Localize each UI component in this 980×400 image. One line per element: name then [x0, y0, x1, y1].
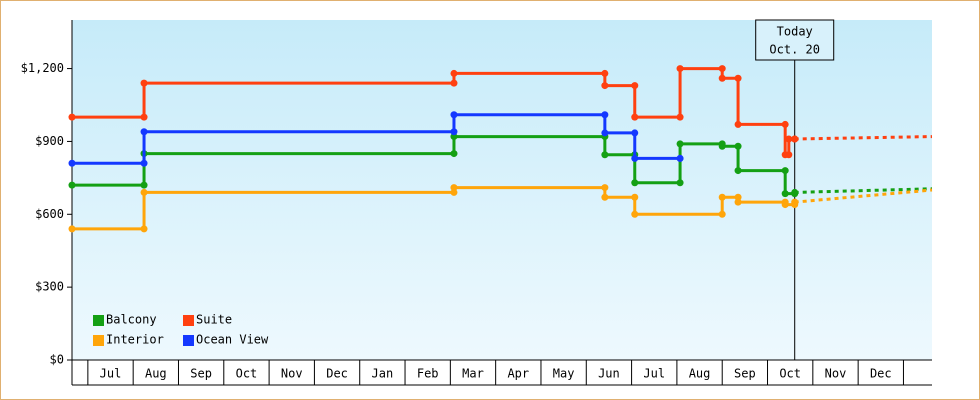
point	[734, 120, 742, 128]
point	[601, 193, 609, 201]
step-corner	[718, 210, 726, 218]
step-corner	[450, 79, 458, 87]
step-corner	[450, 128, 458, 136]
x-tick-label: Mar	[462, 367, 484, 381]
x-tick-label: Oct	[779, 367, 801, 381]
x-tick-label: Sep	[734, 367, 756, 381]
x-tick-label: Feb	[417, 367, 439, 381]
step-corner	[631, 82, 639, 90]
step-corner	[781, 167, 789, 175]
today-box	[755, 19, 835, 61]
point	[631, 210, 639, 218]
legend-swatch	[93, 315, 104, 326]
step-corner	[734, 142, 742, 150]
legend-label: Balcony	[106, 313, 157, 327]
x-tick-label: Dec	[870, 367, 892, 381]
step-corner	[601, 111, 609, 119]
point	[631, 179, 639, 187]
step-corner	[631, 129, 639, 137]
step-corner	[718, 65, 726, 73]
step-corner	[781, 120, 789, 128]
point	[791, 188, 799, 196]
x-tick-label: May	[553, 367, 575, 381]
step-corner	[631, 193, 639, 201]
step-corner	[450, 188, 458, 196]
x-tick-label: Jul	[100, 367, 122, 381]
step-corner	[140, 113, 148, 121]
x-tick-label: Nov	[281, 367, 303, 381]
projection-line	[794, 188, 933, 204]
x-tick-label: Aug	[689, 367, 711, 381]
point	[718, 193, 726, 201]
point	[140, 79, 148, 87]
today-label: Oct. 20	[769, 43, 820, 57]
point	[676, 65, 684, 73]
x-tick-label: Aug	[145, 367, 167, 381]
x-tick-label: Apr	[507, 367, 529, 381]
point	[601, 82, 609, 90]
step-corner	[676, 113, 684, 121]
step-corner	[734, 74, 742, 82]
legend-label: Suite	[196, 313, 232, 327]
point	[676, 140, 684, 148]
point	[450, 133, 458, 141]
point	[68, 113, 76, 121]
point	[631, 113, 639, 121]
point	[791, 198, 799, 206]
today-label: Today	[777, 25, 813, 39]
point	[791, 135, 799, 143]
y-tick-label: $600	[35, 207, 64, 221]
step-corner	[140, 181, 148, 189]
point	[140, 188, 148, 196]
point	[781, 201, 789, 209]
point	[140, 128, 148, 136]
projection-line	[794, 187, 933, 194]
step-corner	[601, 184, 609, 192]
x-tick-label: Jan	[372, 367, 394, 381]
point	[68, 225, 76, 233]
projection-line	[794, 135, 933, 141]
point	[450, 184, 458, 192]
point	[601, 129, 609, 137]
step-corner	[140, 225, 148, 233]
point	[734, 167, 742, 175]
y-tick-label: $1,200	[21, 61, 64, 75]
point	[450, 111, 458, 119]
point	[68, 159, 76, 167]
point	[676, 154, 684, 162]
x-tick-label: Sep	[190, 367, 212, 381]
legend-swatch	[93, 335, 104, 346]
point	[718, 142, 726, 150]
point	[601, 151, 609, 159]
step-corner	[450, 150, 458, 158]
step-corner	[734, 193, 742, 201]
y-tick-label: $300	[35, 280, 64, 294]
point	[781, 190, 789, 198]
step-corner	[140, 159, 148, 167]
point	[718, 74, 726, 82]
y-tick-label: $900	[35, 134, 64, 148]
y-tick-label: $0	[50, 353, 64, 367]
point	[68, 181, 76, 189]
point	[450, 69, 458, 77]
point	[781, 151, 789, 159]
step-corner	[601, 69, 609, 77]
x-tick-label: Nov	[825, 367, 847, 381]
point	[785, 135, 793, 143]
x-tick-label: Jun	[598, 367, 620, 381]
x-tick-label: Dec	[326, 367, 348, 381]
legend-swatch	[183, 335, 194, 346]
legend-label: Ocean View	[196, 333, 269, 347]
legend-swatch	[183, 315, 194, 326]
plot-area	[72, 20, 932, 360]
x-tick-label: Jul	[643, 367, 665, 381]
point	[631, 154, 639, 162]
legend-label: Interior	[106, 333, 164, 347]
step-corner	[676, 179, 684, 187]
x-tick-label: Oct	[236, 367, 258, 381]
point	[734, 198, 742, 206]
